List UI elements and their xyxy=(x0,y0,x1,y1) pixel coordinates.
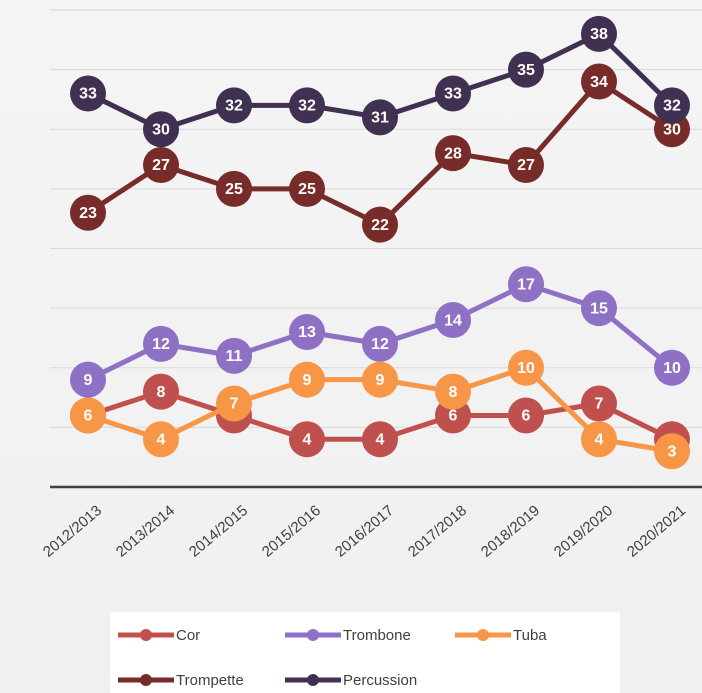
point xyxy=(216,170,252,207)
value-label: 27 xyxy=(517,157,535,174)
point xyxy=(654,87,690,124)
value-label: 23 xyxy=(79,205,97,222)
point xyxy=(654,349,690,386)
value-label: 33 xyxy=(444,86,462,103)
value-label: 6 xyxy=(84,408,93,425)
value-label: 4 xyxy=(157,432,166,449)
value-label: 30 xyxy=(152,121,170,138)
value-label: 14 xyxy=(444,312,462,329)
point xyxy=(70,194,106,231)
value-label: 38 xyxy=(590,26,608,43)
value-label: 15 xyxy=(590,300,608,317)
point xyxy=(216,337,252,374)
point xyxy=(362,99,398,136)
point xyxy=(143,325,179,362)
point xyxy=(435,373,471,410)
point xyxy=(70,397,106,434)
point xyxy=(216,385,252,422)
value-label: 27 xyxy=(152,157,170,174)
value-label: 34 xyxy=(590,74,608,91)
value-label: 22 xyxy=(371,217,389,234)
point xyxy=(143,111,179,148)
point xyxy=(508,349,544,386)
value-label: 10 xyxy=(663,360,681,377)
value-label: 4 xyxy=(376,432,385,449)
point xyxy=(362,421,398,458)
legend-box xyxy=(110,612,620,693)
legend-label: Trombone xyxy=(343,627,411,644)
point xyxy=(289,313,325,350)
point xyxy=(216,87,252,124)
value-label: 9 xyxy=(84,372,93,389)
value-label: 33 xyxy=(79,86,97,103)
value-label: 7 xyxy=(230,396,239,413)
legend-label: Percussion xyxy=(343,672,417,689)
value-label: 9 xyxy=(376,372,385,389)
point xyxy=(70,361,106,398)
legend-label: Tuba xyxy=(513,627,547,644)
point xyxy=(581,15,617,52)
point xyxy=(508,266,544,303)
point xyxy=(581,385,617,422)
value-label: 32 xyxy=(298,98,316,115)
point xyxy=(289,361,325,398)
value-label: 31 xyxy=(371,110,389,127)
value-label: 6 xyxy=(449,408,458,425)
point xyxy=(508,147,544,184)
point xyxy=(581,63,617,100)
legend-marker xyxy=(477,629,489,641)
value-label: 4 xyxy=(303,432,312,449)
value-label: 7 xyxy=(595,396,604,413)
point xyxy=(362,206,398,243)
value-label: 13 xyxy=(298,324,316,341)
point xyxy=(143,373,179,410)
point xyxy=(654,433,690,470)
value-label: 17 xyxy=(517,276,535,293)
point xyxy=(362,361,398,398)
legend-marker xyxy=(140,674,152,686)
value-label: 35 xyxy=(517,62,535,79)
point xyxy=(581,421,617,458)
point xyxy=(508,51,544,88)
value-label: 25 xyxy=(298,181,316,198)
value-label: 8 xyxy=(449,384,458,401)
value-label: 8 xyxy=(157,384,166,401)
point xyxy=(435,302,471,339)
point xyxy=(289,170,325,207)
point xyxy=(508,397,544,434)
value-label: 30 xyxy=(663,121,681,138)
value-label: 6 xyxy=(522,408,531,425)
legend-label: Trompette xyxy=(176,672,244,689)
point xyxy=(70,75,106,112)
point xyxy=(581,290,617,327)
value-label: 12 xyxy=(152,336,170,353)
value-label: 12 xyxy=(371,336,389,353)
value-label: 9 xyxy=(303,372,312,389)
value-label: 32 xyxy=(225,98,243,115)
point xyxy=(143,147,179,184)
point xyxy=(435,75,471,112)
value-label: 3 xyxy=(668,443,677,460)
value-label: 28 xyxy=(444,145,462,162)
value-label: 10 xyxy=(517,360,535,377)
legend-label: Cor xyxy=(176,627,200,644)
point xyxy=(362,325,398,362)
point xyxy=(435,135,471,172)
value-label: 32 xyxy=(663,98,681,115)
legend-marker xyxy=(307,629,319,641)
legend-marker xyxy=(307,674,319,686)
point xyxy=(289,87,325,124)
value-label: 25 xyxy=(225,181,243,198)
point xyxy=(143,421,179,458)
value-label: 4 xyxy=(595,432,604,449)
point xyxy=(289,421,325,458)
value-label: 11 xyxy=(226,348,243,365)
legend-marker xyxy=(140,629,152,641)
